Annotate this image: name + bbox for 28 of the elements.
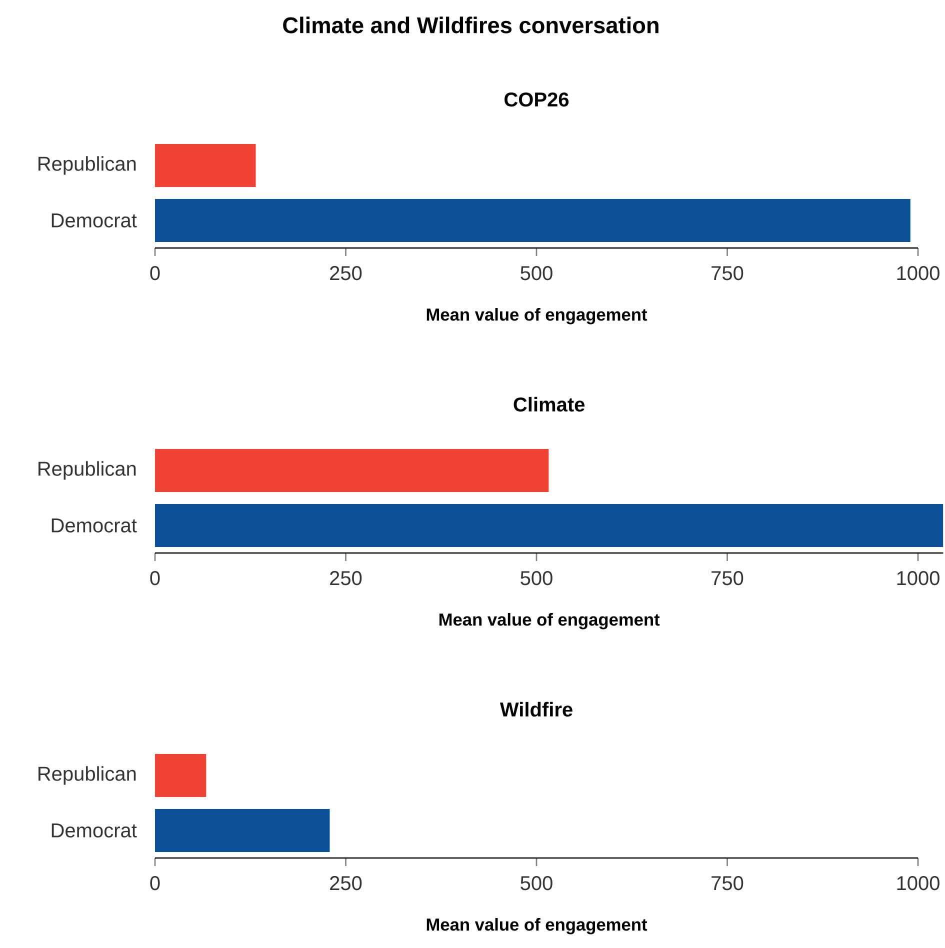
x-tick-label: 250 bbox=[330, 876, 362, 890]
x-tick-label: 0 bbox=[150, 876, 160, 890]
x-axis-title: Mean value of engagement bbox=[427, 308, 648, 324]
chart-subtitle: COP26 bbox=[504, 92, 569, 107]
y-tick-label: Republican bbox=[38, 766, 136, 785]
x-tick-label: 750 bbox=[712, 571, 744, 586]
chart-title: Climate and Wildfires conversation bbox=[283, 16, 659, 34]
y-tick-label: Democrat bbox=[52, 518, 137, 532]
x-tick-label: 1000 bbox=[897, 571, 940, 586]
x-tick-label: 1000 bbox=[897, 266, 940, 280]
x-tick-label: 500 bbox=[520, 876, 553, 890]
y-tick-label: Republican bbox=[38, 461, 136, 480]
y-tick-label: Democrat bbox=[52, 824, 137, 838]
chart-subtitle: Climate bbox=[514, 396, 585, 412]
x-tick-label: 500 bbox=[520, 266, 553, 280]
y-tick-label: Democrat bbox=[52, 214, 137, 228]
x-tick-label: 250 bbox=[330, 571, 362, 586]
y-tick-label: Republican bbox=[38, 156, 136, 175]
x-axis-title: Mean value of engagement bbox=[427, 918, 648, 934]
x-tick-label: 0 bbox=[150, 571, 160, 586]
x-tick-label: 0 bbox=[150, 266, 160, 280]
x-tick-label: 750 bbox=[712, 876, 744, 890]
x-tick-label: 500 bbox=[520, 571, 553, 586]
x-tick-label: 1000 bbox=[897, 876, 940, 890]
chart-subtitle: Wildfire bbox=[500, 702, 573, 717]
x-tick-label: 250 bbox=[330, 266, 362, 280]
x-axis-title: Mean value of engagement bbox=[440, 613, 660, 630]
x-tick-label: 750 bbox=[712, 266, 744, 280]
